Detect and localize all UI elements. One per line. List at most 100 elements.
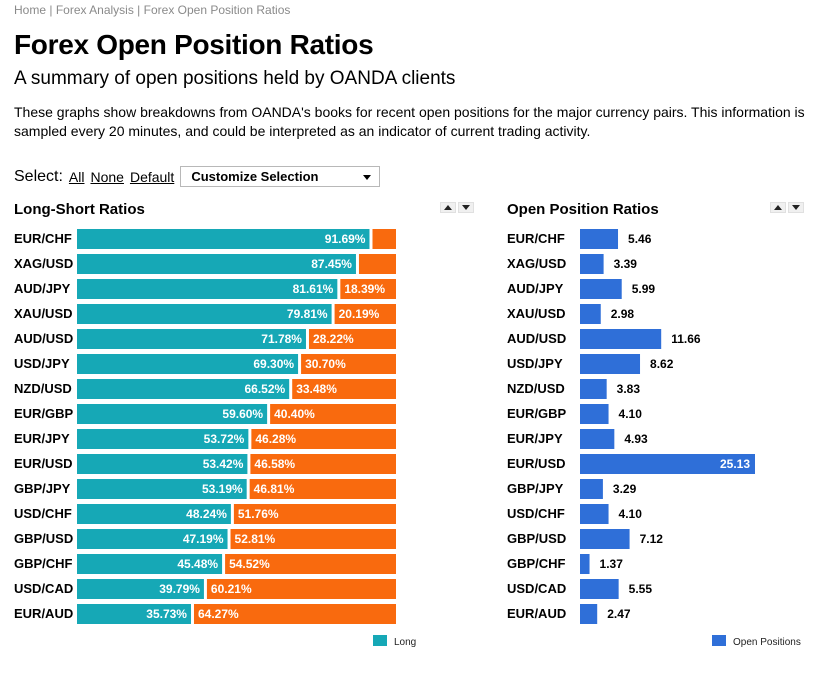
long-data-label: 91.69% bbox=[325, 232, 366, 246]
open-position-bar bbox=[580, 554, 590, 574]
legend-long-label: Long bbox=[394, 637, 416, 648]
open-position-bar bbox=[580, 454, 755, 474]
page-subtitle: A summary of open positions held by OAND… bbox=[14, 68, 456, 89]
long-bar bbox=[77, 229, 370, 249]
long-bar bbox=[77, 429, 249, 449]
breadcrumb-separator: | bbox=[46, 3, 56, 17]
open-position-bar bbox=[580, 354, 641, 374]
select-all-link[interactable]: All bbox=[68, 168, 85, 185]
open-position-bar bbox=[580, 279, 622, 299]
open-position-bar bbox=[580, 379, 607, 399]
open-position-data-label: 11.66 bbox=[671, 332, 701, 346]
breadcrumb-current: Forex Open Position Ratios bbox=[143, 3, 291, 17]
breadcrumb-home[interactable]: Home bbox=[14, 3, 47, 17]
short-data-label: 51.76% bbox=[238, 507, 279, 521]
category-label: EUR/USD bbox=[507, 456, 566, 471]
category-label: USD/CHF bbox=[14, 506, 72, 521]
long-short-chart: EUR/CHF 91.69% XAG/USD 87.45% AUD/JPY 81.61% 1… bbox=[14, 229, 416, 648]
long-short-sort-controls bbox=[440, 202, 474, 213]
breadcrumb-separator: | bbox=[133, 3, 144, 17]
short-bar bbox=[233, 504, 396, 524]
open-position-data-label: 1.37 bbox=[600, 557, 624, 571]
arrow-down-icon bbox=[792, 205, 800, 210]
category-label: GBP/CHF bbox=[507, 556, 566, 571]
short-data-label: 54.52% bbox=[229, 557, 270, 571]
category-label: XAG/USD bbox=[14, 256, 73, 271]
breadcrumb: Home | Forex Analysis | Forex Open Posit… bbox=[14, 3, 290, 17]
open-position-data-label: 3.39 bbox=[614, 257, 638, 271]
short-bar bbox=[292, 379, 396, 399]
long-bar bbox=[77, 479, 247, 499]
sort-ascending-button[interactable] bbox=[770, 202, 786, 213]
long-data-label: 69.30% bbox=[253, 357, 294, 371]
long-data-label: 81.61% bbox=[293, 282, 334, 296]
category-label: USD/JPY bbox=[14, 356, 70, 371]
sort-descending-button[interactable] bbox=[788, 202, 804, 213]
long-bar bbox=[77, 254, 356, 274]
open-position-bar bbox=[580, 429, 615, 449]
category-label: GBP/USD bbox=[14, 531, 73, 546]
long-data-label: 39.79% bbox=[159, 582, 200, 596]
sort-descending-button[interactable] bbox=[458, 202, 474, 213]
arrow-up-icon bbox=[444, 205, 452, 210]
category-label: EUR/AUD bbox=[507, 606, 566, 621]
long-data-label: 71.78% bbox=[261, 332, 302, 346]
long-data-label: 48.24% bbox=[186, 507, 227, 521]
short-bar bbox=[372, 229, 396, 249]
long-data-label: 53.72% bbox=[204, 432, 245, 446]
short-data-label: 64.27% bbox=[198, 607, 239, 621]
arrow-up-icon bbox=[774, 205, 782, 210]
category-label: AUD/JPY bbox=[507, 281, 564, 296]
long-short-chart-title: Long-Short Ratios bbox=[14, 201, 145, 218]
dropdown-value: Customize Selection bbox=[191, 169, 319, 184]
long-data-label: 59.60% bbox=[222, 407, 263, 421]
open-position-sort-controls bbox=[770, 202, 804, 213]
short-bar bbox=[249, 479, 396, 499]
sort-ascending-button[interactable] bbox=[440, 202, 456, 213]
long-bar bbox=[77, 579, 204, 599]
category-label: USD/CAD bbox=[507, 581, 566, 596]
selection-controls: Select: All None Default Customize Selec… bbox=[14, 166, 381, 187]
long-bar bbox=[77, 354, 299, 374]
short-data-label: 30.70% bbox=[305, 357, 346, 371]
open-position-bar bbox=[580, 604, 598, 624]
short-bar bbox=[270, 404, 396, 424]
open-position-data-label: 3.29 bbox=[613, 482, 637, 496]
category-label: XAU/USD bbox=[507, 306, 566, 321]
short-data-label: 46.28% bbox=[255, 432, 296, 446]
category-label: EUR/CHF bbox=[507, 231, 565, 246]
page-title: Forex Open Position Ratios bbox=[14, 29, 374, 60]
category-label: AUD/JPY bbox=[14, 281, 71, 296]
select-default-link[interactable]: Default bbox=[129, 168, 175, 185]
long-bar bbox=[77, 304, 332, 324]
short-bar bbox=[340, 279, 396, 299]
breadcrumb-forex-analysis[interactable]: Forex Analysis bbox=[55, 3, 134, 17]
chevron-down-icon bbox=[363, 175, 372, 180]
open-position-chart-title: Open Position Ratios bbox=[507, 201, 659, 218]
open-position-data-label: 4.10 bbox=[619, 407, 643, 421]
category-label: EUR/JPY bbox=[14, 431, 70, 446]
arrow-down-icon bbox=[462, 205, 470, 210]
open-position-data-label: 8.62 bbox=[650, 357, 674, 371]
short-data-label: 28.22% bbox=[313, 332, 354, 346]
short-bar bbox=[193, 604, 396, 624]
open-position-bar bbox=[580, 304, 601, 324]
category-label: AUD/USD bbox=[507, 331, 566, 346]
long-data-label: 53.19% bbox=[202, 482, 243, 496]
short-data-label: 60.21% bbox=[211, 582, 252, 596]
category-label: NZD/USD bbox=[14, 381, 72, 396]
open-position-bar bbox=[580, 504, 609, 524]
long-bar bbox=[77, 379, 290, 399]
open-position-bar bbox=[580, 529, 630, 549]
legend-long-swatch bbox=[373, 635, 387, 646]
long-bar bbox=[77, 504, 231, 524]
category-label: GBP/CHF bbox=[14, 556, 73, 571]
category-label: USD/CHF bbox=[507, 506, 565, 521]
open-position-data-label: 3.83 bbox=[617, 382, 641, 396]
open-position-bar bbox=[580, 479, 603, 499]
long-bar bbox=[77, 329, 306, 349]
category-label: GBP/JPY bbox=[507, 481, 564, 496]
category-label: EUR/CHF bbox=[14, 231, 72, 246]
select-none-link[interactable]: None bbox=[90, 168, 124, 185]
customize-selection-dropdown[interactable]: Customize Selection bbox=[180, 166, 381, 187]
